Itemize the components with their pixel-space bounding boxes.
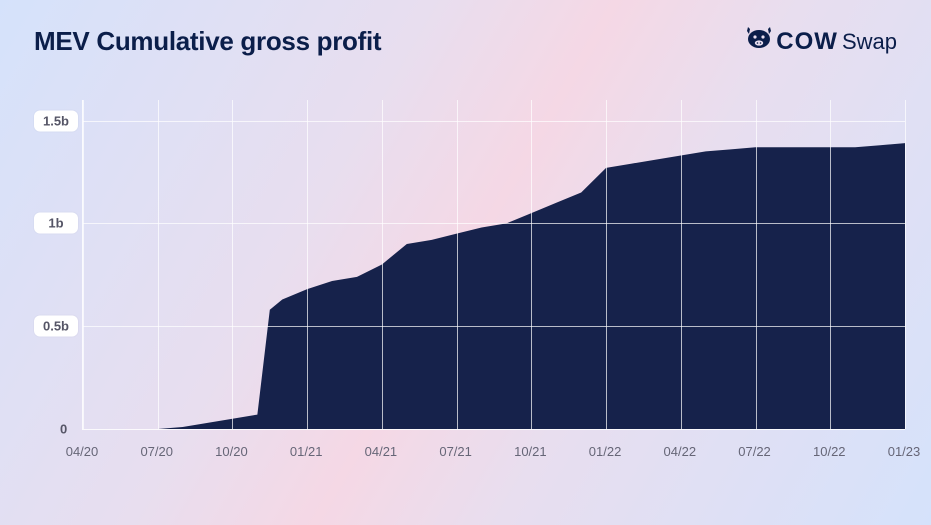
xtick-label: 07/20 <box>140 444 173 459</box>
gridline-v <box>232 100 233 429</box>
brand-light-text: Swap <box>842 29 897 55</box>
xtick-label: 10/21 <box>514 444 547 459</box>
xtick-label: 01/23 <box>888 444 921 459</box>
header: MEV Cumulative gross profit <box>34 26 897 57</box>
gridline-v <box>382 100 383 429</box>
chart-title: MEV Cumulative gross profit <box>34 26 381 57</box>
ytick-label: 1.5b <box>34 110 78 131</box>
plot-area <box>82 100 905 430</box>
xtick-label: 04/22 <box>664 444 697 459</box>
brand-bold-text: COW <box>776 28 838 56</box>
ytick-label: 0 <box>60 422 67 437</box>
brand-logo: COW Swap <box>746 27 897 56</box>
xtick-label: 01/21 <box>290 444 323 459</box>
ytick-label: 1b <box>34 213 78 234</box>
gridline-v <box>307 100 308 429</box>
gridline-v <box>606 100 607 429</box>
gridline-h <box>83 223 905 224</box>
gridline-v <box>681 100 682 429</box>
xtick-label: 07/21 <box>439 444 472 459</box>
xtick-label: 07/22 <box>738 444 771 459</box>
xtick-label: 04/20 <box>66 444 99 459</box>
gridline-v <box>531 100 532 429</box>
area-fill <box>83 143 905 429</box>
gridline-v <box>830 100 831 429</box>
gridline-v <box>83 100 84 429</box>
xtick-label: 10/22 <box>813 444 846 459</box>
gridline-v <box>756 100 757 429</box>
xtick-label: 01/22 <box>589 444 622 459</box>
xtick-label: 04/21 <box>365 444 398 459</box>
gridline-v <box>905 100 906 429</box>
brand-logo-bold: COW <box>746 27 838 56</box>
gridline-v <box>457 100 458 429</box>
ytick-label: 0.5b <box>34 316 78 337</box>
area-series <box>83 100 905 429</box>
gridline-v <box>158 100 159 429</box>
xtick-label: 10/20 <box>215 444 248 459</box>
cow-icon <box>746 27 772 56</box>
gridline-h <box>83 326 905 327</box>
gridline-h <box>83 121 905 122</box>
chart: 0 0.5b 1b 1.5b 04/20 07/20 10/20 01/21 04/21 07/2… <box>34 100 905 460</box>
